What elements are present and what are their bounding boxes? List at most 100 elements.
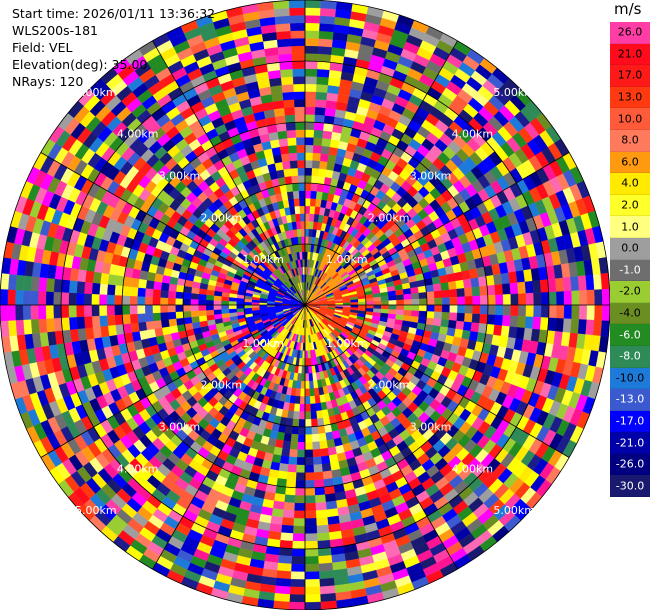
velocity-gate — [198, 310, 207, 317]
velocity-gate — [319, 447, 330, 457]
velocity-gate — [296, 144, 306, 153]
colorbar-label: -26.0 — [615, 457, 645, 471]
velocity-gate — [213, 309, 222, 315]
velocity-gate — [190, 310, 199, 318]
velocity-gate — [411, 292, 420, 300]
velocity-gate — [300, 220, 306, 230]
elevation-text: Elevation(deg): 35.00 — [12, 57, 148, 72]
colorbar-cell: -6.0 — [610, 324, 650, 346]
velocity-gate — [293, 518, 306, 527]
velocity-gate — [304, 37, 320, 47]
velocity-gate — [292, 525, 306, 534]
velocity-gate — [314, 122, 325, 131]
velocity-gate — [302, 251, 306, 260]
velocity-gate — [585, 319, 595, 336]
velocity-gate — [76, 304, 85, 318]
velocity-gate — [182, 298, 191, 306]
velocity-gate — [318, 562, 334, 572]
velocity-gate — [292, 190, 300, 199]
velocity-gate — [37, 290, 47, 306]
velocity-gate — [304, 7, 321, 16]
velocity-gate — [275, 23, 291, 33]
velocity-gate — [293, 403, 300, 412]
velocity-gate — [318, 555, 333, 565]
velocity-gate — [296, 457, 306, 466]
velocity-gate — [152, 288, 162, 298]
velocity-gate — [304, 533, 318, 542]
velocity-gate — [183, 310, 192, 318]
velocity-gate — [518, 304, 527, 317]
velocity-gate — [228, 300, 237, 306]
velocity-gate — [183, 292, 192, 300]
velocity-gate — [114, 304, 123, 316]
velocity-gate — [533, 292, 542, 306]
velocity-gate — [432, 283, 442, 292]
velocity-gate — [295, 479, 306, 489]
velocity-gate — [295, 121, 306, 131]
velocity-gate — [440, 282, 450, 291]
velocity-gate — [290, 578, 306, 588]
velocity-gate — [23, 275, 33, 291]
velocity-gate — [7, 273, 18, 290]
velocity-gate — [508, 326, 518, 339]
velocity-gate — [304, 68, 318, 77]
velocity-gate — [45, 291, 54, 306]
velocity-gate — [130, 322, 140, 333]
velocity-gate — [439, 274, 449, 284]
velocity-gate — [304, 76, 318, 85]
velocity-gate — [168, 283, 178, 292]
velocity-gate — [236, 301, 245, 306]
velocity-gate — [320, 455, 331, 465]
velocity-gate — [206, 314, 215, 321]
velocity-gate — [280, 153, 291, 163]
velocity-gate — [296, 464, 306, 473]
velocity-gate — [601, 288, 610, 306]
colorbar-label: 0.0 — [621, 241, 639, 255]
velocity-gate — [388, 295, 397, 301]
velocity-gate — [304, 487, 316, 496]
velocity-gate — [159, 304, 169, 313]
velocity-gate — [144, 304, 153, 314]
velocity-gate — [388, 304, 397, 310]
colorbar-cell: 13.0 — [610, 86, 650, 109]
velocity-gate — [396, 304, 405, 311]
velocity-gate — [319, 440, 328, 450]
velocity-gate — [464, 287, 473, 297]
velocity-gate — [304, 182, 312, 191]
velocity-gate — [314, 114, 326, 124]
velocity-gate — [284, 175, 293, 185]
velocity-gate — [403, 304, 412, 311]
velocity-gate — [525, 292, 534, 306]
velocity-gate — [555, 318, 565, 333]
velocity-gate — [285, 183, 294, 193]
velocity-gate — [532, 316, 542, 330]
velocity-gate — [395, 289, 404, 296]
velocity-gates — [0, 0, 610, 610]
range-ring-label: 3.00km — [410, 169, 452, 182]
velocity-gate — [279, 145, 290, 155]
velocity-gate — [577, 319, 587, 335]
colorbar-cell: -8.0 — [610, 345, 650, 368]
velocity-gate — [403, 293, 412, 300]
velocity-gate — [470, 277, 480, 288]
velocity-gate — [365, 304, 374, 309]
range-ring-label: 4.00km — [117, 128, 159, 141]
velocity-gate — [309, 395, 316, 405]
velocity-gate — [286, 191, 295, 200]
colorbar-label: -1.0 — [619, 263, 641, 277]
velocity-gate — [15, 304, 24, 321]
velocity-gate — [129, 304, 138, 315]
velocity-gate — [304, 388, 310, 397]
velocity-gate — [318, 570, 334, 580]
velocity-gate — [304, 365, 309, 374]
velocity-gate — [403, 299, 412, 306]
velocity-gate — [274, 15, 291, 25]
velocity-gate — [284, 486, 296, 496]
velocity-gate — [299, 205, 306, 214]
velocity-gate — [540, 292, 550, 306]
velocity-gate — [0, 304, 9, 322]
velocity-gate — [324, 493, 337, 503]
colorbar-cell: -26.0 — [610, 453, 650, 476]
velocity-gate — [433, 290, 443, 299]
velocity-gate — [291, 175, 299, 184]
